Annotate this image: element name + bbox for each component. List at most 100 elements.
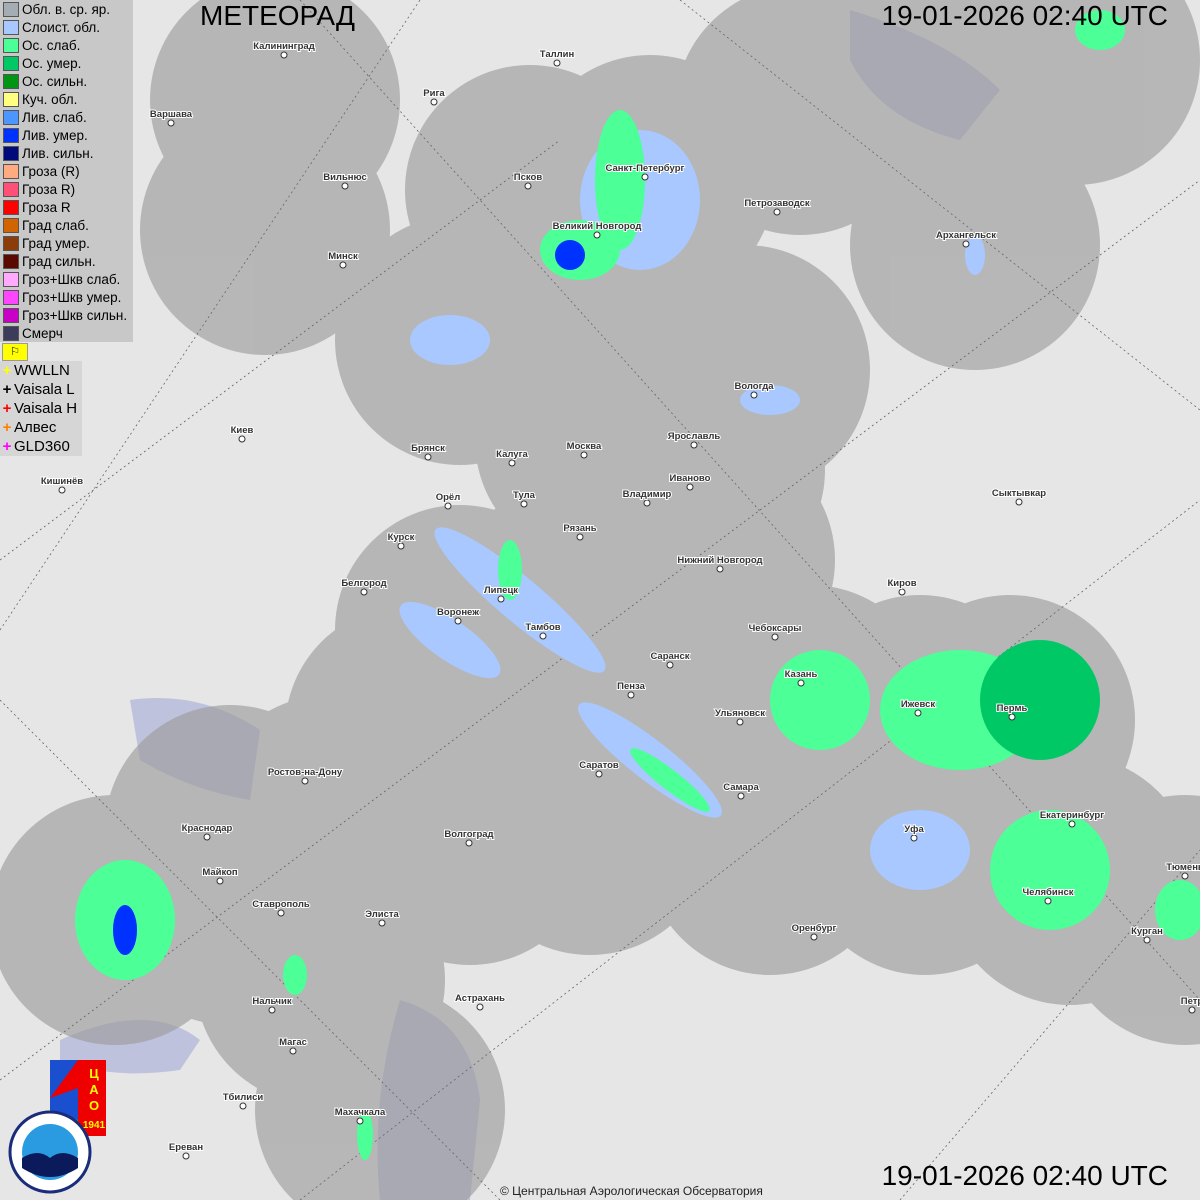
- city-marker: [339, 261, 347, 269]
- legend-label: Гроз+Шкв умер.: [22, 289, 122, 305]
- city-marker: [1181, 872, 1189, 880]
- city-marker: [238, 435, 246, 443]
- city-label: Липецк: [484, 585, 518, 596]
- legend-label: Ос. сильн.: [22, 73, 88, 89]
- precip-echo: [1155, 880, 1200, 940]
- precip-echo: [630, 748, 710, 812]
- lightning-item: + Алвес: [0, 418, 82, 437]
- city-marker: [1068, 820, 1076, 828]
- city-marker: [1188, 1006, 1196, 1014]
- legend-swatch: [3, 1, 19, 17]
- precip-echo: [283, 955, 307, 995]
- city-label: Нижний Новгород: [677, 555, 762, 566]
- city-label: Санкт-Петербург: [606, 163, 685, 174]
- legend-label: Гроз+Шкв сильн.: [22, 307, 128, 323]
- city-label: Ярославль: [668, 431, 721, 442]
- city-label: Саратов: [579, 760, 619, 771]
- legend-item: Гроз+Шкв сильн.: [0, 306, 133, 324]
- legend-label: Гроза R): [22, 181, 76, 197]
- city-marker: [736, 718, 744, 726]
- legend-swatch: [3, 181, 19, 197]
- city-label: Саранск: [650, 651, 689, 662]
- grid-line: [0, 179, 1200, 1081]
- city-labels: Калининград Таллин Рига Варшава Вильнюс Псков…: [40, 40, 1200, 1160]
- city-label: Сыктывкар: [992, 488, 1046, 499]
- city-label: Челябинск: [1022, 887, 1073, 898]
- city-marker: [268, 1006, 276, 1014]
- precip-echo: [980, 640, 1100, 760]
- city-marker: [580, 451, 588, 459]
- lightning-label: Vaisala H: [14, 400, 78, 417]
- cross-icon: +: [2, 362, 12, 379]
- city-marker: [750, 391, 758, 399]
- legend-swatch: [3, 145, 19, 161]
- legend-item: Обл. в. ср. яр.: [0, 0, 133, 18]
- city-label: Тамбов: [525, 622, 560, 633]
- city-label: Белгород: [341, 578, 386, 589]
- lightning-label: WWLLN: [14, 362, 70, 379]
- legend-swatch: [3, 199, 19, 215]
- city-label: Екатеринбург: [1040, 810, 1104, 821]
- precip-echo: [434, 527, 606, 673]
- city-label: Орёл: [436, 492, 461, 503]
- legend-label: Обл. в. ср. яр.: [22, 1, 111, 17]
- app-title: МЕТЕОРАД: [200, 0, 355, 31]
- city-label: Тюмень: [1166, 862, 1200, 873]
- svg-text:А: А: [89, 1082, 99, 1097]
- city-marker: [810, 933, 818, 941]
- city-marker: [627, 691, 635, 699]
- city-label: Киров: [887, 578, 916, 589]
- city-marker: [539, 632, 547, 640]
- city-marker: [520, 500, 528, 508]
- city-marker: [910, 834, 918, 842]
- legend-label: Смерч: [22, 325, 63, 341]
- city-marker: [737, 792, 745, 800]
- city-marker: [690, 441, 698, 449]
- city-marker: [301, 777, 309, 785]
- city-label: Вильнюс: [323, 172, 367, 183]
- city-label: Псков: [514, 172, 543, 183]
- city-marker: [239, 1102, 247, 1110]
- city-label: Самара: [723, 782, 759, 793]
- city-marker: [576, 533, 584, 541]
- city-marker: [643, 499, 651, 507]
- city-label: Казань: [785, 669, 818, 680]
- radar-range: [140, 105, 390, 355]
- legend-label: Ос. слаб.: [22, 37, 81, 53]
- cross-icon: +: [2, 438, 12, 455]
- flag-icon[interactable]: ⚐: [2, 343, 28, 361]
- city-marker: [378, 919, 386, 927]
- city-label: Курск: [388, 532, 415, 543]
- grid-line: [679, 0, 1200, 411]
- city-marker: [216, 877, 224, 885]
- city-label: Варшава: [150, 109, 193, 120]
- city-marker: [465, 839, 473, 847]
- roshydromet-logo: [8, 1110, 92, 1194]
- timestamp-top: 19-01-2026 02:40 UTC: [881, 0, 1168, 31]
- city-label: Ростов-на-Дону: [268, 767, 343, 778]
- legend-item: Ос. умер.: [0, 54, 133, 72]
- precipitation-echoes: [75, 10, 1200, 1160]
- city-marker: [686, 483, 694, 491]
- city-label: Петрозаводск: [744, 198, 810, 209]
- city-marker: [277, 909, 285, 917]
- city-marker: [508, 459, 516, 467]
- legend-label: Гроз+Шкв слаб.: [22, 271, 121, 287]
- svg-text:Ц: Ц: [89, 1066, 99, 1081]
- city-label: Владимир: [623, 489, 672, 500]
- legend-label: Град сильн.: [22, 253, 96, 269]
- city-label: Ульяновск: [715, 708, 765, 719]
- city-label: Майкоп: [202, 867, 238, 878]
- city-label: Иваново: [670, 473, 711, 484]
- city-label: Брянск: [411, 443, 445, 454]
- city-marker: [341, 182, 349, 190]
- legend-swatch: [3, 253, 19, 269]
- lightning-item: + WWLLN: [0, 361, 82, 380]
- legend-item: Куч. обл.: [0, 90, 133, 108]
- legend-item: Лив. слаб.: [0, 108, 133, 126]
- legend-label: Гроза (R): [22, 163, 80, 179]
- city-label: Ставрополь: [252, 899, 310, 910]
- precip-echo: [113, 905, 137, 955]
- legend-swatch: [3, 127, 19, 143]
